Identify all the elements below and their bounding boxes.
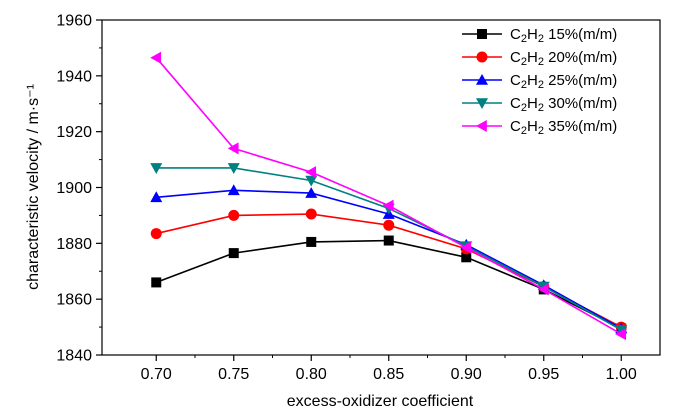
legend-subscript: 2 <box>538 33 544 45</box>
legend: C2H2 15%(m/m)C2H2 20%(m/m)C2H2 25%(m/m)C… <box>462 26 617 137</box>
data-point <box>383 235 394 246</box>
y-tick-label: 1960 <box>56 13 92 30</box>
data-point <box>305 166 317 179</box>
legend-label: C2H2 25%(m/m) <box>510 72 617 91</box>
data-point <box>150 228 162 240</box>
series-4 <box>150 163 628 336</box>
data-point <box>305 208 317 220</box>
y-tick-label: 1920 <box>56 124 92 141</box>
legend-marker <box>476 98 488 109</box>
data-point <box>615 325 628 336</box>
series-2 <box>150 208 627 333</box>
x-tick-label: 0.90 <box>451 366 482 383</box>
data-point <box>537 283 549 296</box>
data-point <box>151 277 162 288</box>
data-point <box>615 328 627 341</box>
legend-subscript: 2 <box>521 102 527 114</box>
series-5 <box>150 51 627 341</box>
legend-text-part: C <box>510 49 521 66</box>
legend-marker <box>476 51 488 63</box>
x-tick-label: 0.70 <box>141 366 172 383</box>
data-point <box>383 219 395 231</box>
y-tick-label: 1860 <box>56 292 92 309</box>
x-tick-label: 0.75 <box>218 366 249 383</box>
legend-marker <box>476 120 487 132</box>
series-line <box>156 167 622 331</box>
y-tick-label: 1940 <box>56 68 92 85</box>
data-point <box>461 252 472 263</box>
y-tick-label: 1840 <box>56 348 92 365</box>
legend-text-part: H <box>527 118 538 135</box>
legend-text-part: H <box>527 49 538 66</box>
data-point <box>227 142 239 155</box>
legend-item: C2H2 30%(m/m) <box>462 95 617 114</box>
legend-text-part: C <box>510 26 521 43</box>
series-1 <box>151 235 627 334</box>
legend-text-part: C <box>510 95 521 112</box>
legend-marker <box>476 74 488 85</box>
legend-text-part: C <box>510 72 521 89</box>
legend-label: C2H2 30%(m/m) <box>510 95 617 114</box>
series-layer <box>150 51 628 341</box>
data-point <box>150 163 163 174</box>
axes-layer: 1840 1860 1880 1900 1920 1940 1960 0.70 0.75 0.80… <box>56 13 637 384</box>
legend-item: C2H2 20%(m/m) <box>462 49 617 68</box>
series-line <box>155 239 622 330</box>
data-point <box>227 184 240 196</box>
legend-label: C2H2 15%(m/m) <box>510 26 617 45</box>
data-point <box>305 187 318 198</box>
legend-text-part: 15%(m/m) <box>544 26 617 43</box>
legend-subscript: 2 <box>521 56 527 68</box>
legend-label: C2H2 35%(m/m) <box>510 118 617 137</box>
y-tick-label: 1900 <box>56 180 92 197</box>
legend-text-part: H <box>527 26 538 43</box>
legend-label: C2H2 20%(m/m) <box>510 49 617 68</box>
legend-subscript: 2 <box>538 79 544 91</box>
x-tick-label: 1.00 <box>606 366 637 383</box>
x-tick-label: 0.85 <box>373 366 404 383</box>
x-axis-title: excess-oxidizer coefficient <box>287 393 474 410</box>
y-axis-title: characteristic velocity / m·s⁻¹ <box>25 84 42 290</box>
legend-item: C2H2 25%(m/m) <box>462 72 617 91</box>
data-point <box>228 209 240 221</box>
data-point <box>305 175 318 187</box>
x-tick-label: 0.80 <box>296 366 327 383</box>
legend-item: C2H2 15%(m/m) <box>462 26 617 45</box>
data-point <box>150 191 163 203</box>
legend-marker <box>477 29 487 39</box>
legend-text-part: 30%(m/m) <box>544 95 617 112</box>
legend-subscript: 2 <box>521 79 527 91</box>
y-tick-label: 1880 <box>56 236 92 253</box>
data-point <box>227 163 240 174</box>
legend-text-part: 25%(m/m) <box>544 72 617 89</box>
legend-text-part: H <box>527 95 538 112</box>
legend-subscript: 2 <box>538 125 544 137</box>
legend-subscript: 2 <box>521 125 527 137</box>
data-point <box>150 51 162 64</box>
legend-subscript: 2 <box>538 56 544 68</box>
legend-text-part: H <box>527 72 538 89</box>
legend-item: C2H2 35%(m/m) <box>462 118 617 137</box>
data-point <box>228 248 239 259</box>
legend-subscript: 2 <box>521 33 527 45</box>
legend-text-part: 35%(m/m) <box>544 118 617 135</box>
data-point <box>382 199 394 212</box>
legend-text-part: C <box>510 118 521 135</box>
x-tick-label: 0.95 <box>528 366 559 383</box>
series-line <box>156 213 622 328</box>
data-point <box>306 236 317 247</box>
legend-text-part: 20%(m/m) <box>544 49 617 66</box>
legend-subscript: 2 <box>538 102 544 114</box>
data-point <box>460 241 472 254</box>
